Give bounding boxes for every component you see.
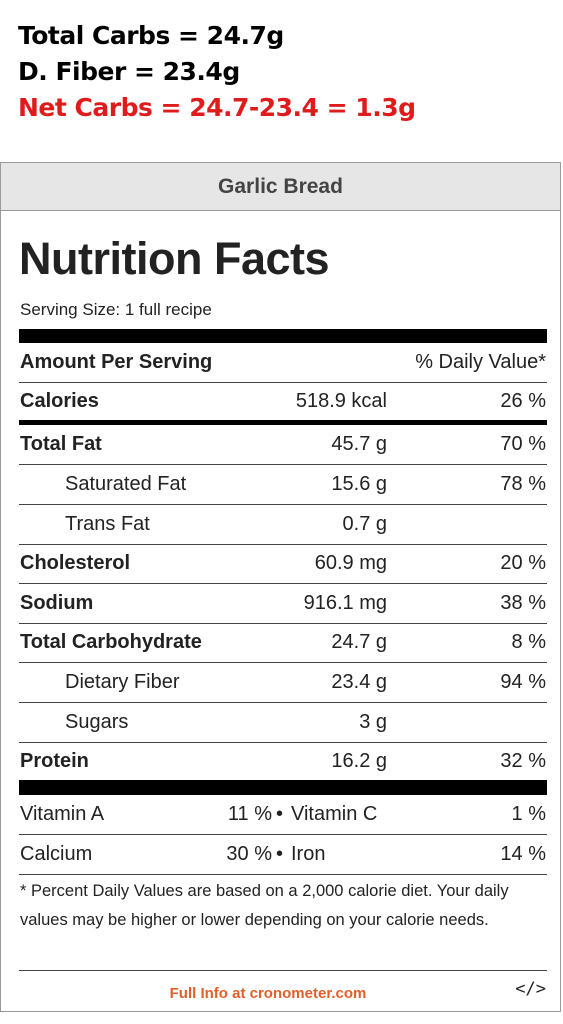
nutrient-row-protein: Protein 16.2 g 32 % [19,742,547,781]
nutrient-name: Cholesterol [20,552,131,574]
nutrient-row-cholesterol: Cholesterol 60.9 mg 20 % [19,544,547,584]
mineral-name: Calcium [20,843,93,865]
nutrient-amount: 23.4 g [331,671,387,693]
nutrient-name: Sugars [65,711,129,733]
nutrient-daily-value: 38 % [500,592,546,614]
nutrient-name: Trans Fat [65,513,150,535]
nutrient-daily-value: 8 % [511,631,546,653]
full-info-link[interactable]: Full Info at cronometer.com [169,985,367,1002]
embed-code-icon[interactable]: </> [515,979,546,999]
medium-divider [19,420,547,425]
nutrition-label: Garlic Bread Nutrition Facts Serving Siz… [0,162,561,1012]
serving-size: Serving Size: 1 full recipe [20,300,212,319]
daily-value-footnote: * Percent Daily Values are based on a 2,… [20,882,509,929]
nutrient-row-sugars: Sugars 3 g [19,703,547,743]
net-carbs-annotation: Net Carbs = 24.7-23.4 = 1.3g [18,93,416,122]
nutrient-name: Saturated Fat [65,473,187,495]
nutrient-daily-value: 78 % [500,473,546,495]
nutrient-amount: 3 g [359,711,387,733]
nutrient-row-total-fat: Total Fat 45.7 g 70 % [19,425,547,465]
total-carbs-annotation: Total Carbs = 24.7g [18,21,284,50]
nutrient-amount: 0.7 g [342,513,387,535]
vitamin-daily-value: 1 % [511,803,546,825]
nutrient-amount: 916.1 mg [303,592,387,614]
nutrient-name: Calories [20,390,99,412]
nutrient-row-saturated-fat: Saturated Fat 15.6 g 78 % [19,465,547,505]
vitamin-row-calcium-iron: Calcium 30 % • Iron 14 % [19,835,547,875]
vitamin-row-a-c: Vitamin A 11 % • Vitamin C 1 % [19,795,547,835]
nutrient-name: Total Fat [20,433,102,455]
nutrient-daily-value: 20 % [500,552,546,574]
bullet-separator: • [276,843,284,865]
nutrient-daily-value: 94 % [500,671,546,693]
vitamin-name: Vitamin A [20,803,105,825]
nutrient-row-sodium: Sodium 916.1 mg 38 % [19,584,547,624]
nutrient-amount: 24.7 g [331,631,387,653]
vitamin-name: Vitamin C [291,803,378,825]
amount-per-serving-row: Amount Per Serving % Daily Value* [19,343,547,383]
nutrient-name: Total Carbohydrate [20,631,202,653]
nutrient-name: Protein [20,750,89,772]
thick-divider-vitamins [19,780,547,795]
nutrient-amount: 60.9 mg [314,552,387,574]
nutrient-amount: 15.6 g [331,473,387,495]
bullet-separator: • [276,803,284,825]
nutrient-row-calories: Calories 518.9 kcal 26 % [19,382,547,421]
nutrient-row-trans-fat: Trans Fat 0.7 g [19,505,547,545]
nutrient-amount: 518.9 kcal [295,390,387,412]
fiber-annotation: D. Fiber = 23.4g [18,57,240,86]
nutrient-row-total-carbohydrate: Total Carbohydrate 24.7 g 8 % [19,623,547,663]
nutrient-daily-value: 32 % [500,750,546,772]
mineral-daily-value: 14 % [500,843,546,865]
nutrient-name: Dietary Fiber [65,671,180,693]
mineral-daily-value: 30 % [226,843,272,865]
nutrient-amount: 45.7 g [331,433,387,455]
amount-per-serving-label: Amount Per Serving [20,351,213,373]
mineral-name: Iron [291,843,326,865]
daily-value-header: % Daily Value* [415,351,546,373]
recipe-name-header: Garlic Bread [1,163,560,211]
nutrient-amount: 16.2 g [331,750,387,772]
vitamin-daily-value: 11 % [227,803,272,825]
thick-divider [19,329,547,343]
nutrient-daily-value: 70 % [500,433,546,455]
nutrient-row-dietary-fiber: Dietary Fiber 23.4 g 94 % [19,663,547,703]
nutrient-daily-value: 26 % [500,390,546,412]
footer-divider [19,970,547,971]
nutrition-facts-title: Nutrition Facts [19,233,330,284]
nutrient-name: Sodium [20,592,94,614]
